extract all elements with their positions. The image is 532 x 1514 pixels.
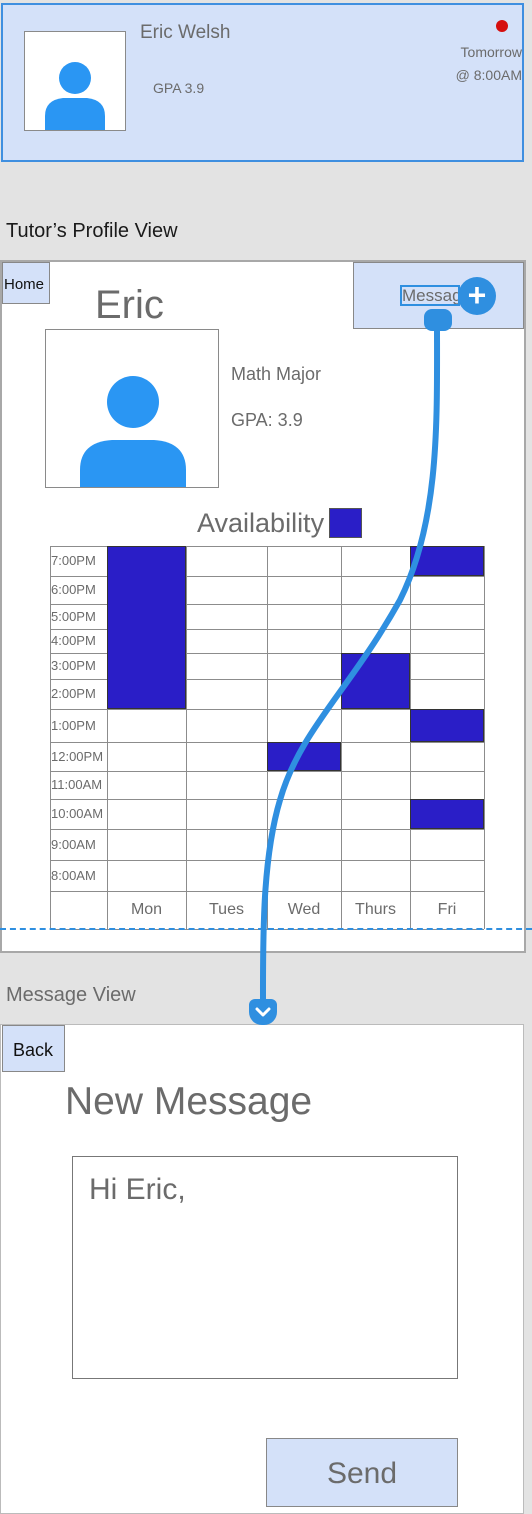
chevron-down-icon <box>249 999 277 1025</box>
tutor-name: Eric <box>95 283 164 327</box>
time-label: 8:00AM <box>51 867 96 883</box>
available-slot[interactable] <box>410 546 484 576</box>
time-label: 1:00PM <box>51 717 96 733</box>
day-label: Tues <box>209 901 244 918</box>
session-time: @ 8:00AM <box>455 67 522 83</box>
home-button[interactable]: Home <box>2 262 50 304</box>
profile-view-title: Tutor’s Profile View <box>6 220 178 242</box>
availability-heading: Availability <box>197 508 325 538</box>
status-dot <box>496 20 508 32</box>
session-day: Tomorrow <box>460 44 522 60</box>
time-label: 2:00PM <box>51 686 96 701</box>
time-label: 9:00AM <box>51 836 96 852</box>
day-label: Fri <box>437 901 457 918</box>
grid-col-line <box>267 546 268 929</box>
new-message-heading: New Message <box>65 1080 313 1123</box>
grid-col-line <box>50 546 51 929</box>
time-label: 11:00AM <box>51 777 103 792</box>
plus-icon[interactable]: + <box>458 277 496 315</box>
message-textarea[interactable] <box>72 1156 458 1379</box>
tutor-gpa: GPA: 3.9 <box>231 410 303 430</box>
time-label: 4:00PM <box>51 633 96 648</box>
avatar-person-icon <box>45 62 105 130</box>
time-label: 7:00PM <box>51 553 96 568</box>
message-button-label[interactable]: Message <box>400 285 460 306</box>
message-view-title: Message View <box>6 984 136 1006</box>
available-slot[interactable] <box>341 653 410 709</box>
grid-col-line <box>107 546 108 929</box>
availability-legend-swatch <box>329 508 362 538</box>
available-slot[interactable] <box>410 799 484 829</box>
available-slot[interactable] <box>410 709 484 742</box>
time-label: 12:00PM <box>51 748 104 764</box>
day-label: Thurs <box>355 901 396 918</box>
profile-avatar <box>45 329 219 488</box>
grid-col-line <box>341 546 342 929</box>
time-label: 6:00PM <box>51 582 96 597</box>
tutor-avatar <box>24 31 126 131</box>
avatar-person-icon <box>80 376 186 487</box>
card-gpa: GPA 3.9 <box>153 80 205 96</box>
fold-divider <box>0 928 532 930</box>
time-label: 3:00PM <box>51 658 96 673</box>
time-label: 10:00AM <box>51 806 104 821</box>
availability-schedule: 7:00PM 6:00PM 5:00PM 4:00PM 3:00PM 2:00PM 1:00… <box>50 546 485 930</box>
back-button[interactable]: Back <box>2 1025 65 1072</box>
send-button[interactable]: Send <box>266 1438 458 1507</box>
day-label: Mon <box>130 901 163 918</box>
card-tutor-name: Eric Welsh <box>140 22 231 43</box>
grid-col-line <box>484 546 485 929</box>
message-text[interactable]: Hi Eric, <box>89 1173 186 1206</box>
day-label: Wed <box>287 901 321 918</box>
time-label: 5:00PM <box>51 608 96 624</box>
available-slot[interactable] <box>267 742 341 771</box>
available-slot[interactable] <box>107 546 186 709</box>
grid-col-line <box>186 546 187 929</box>
tutor-major: Math Major <box>231 364 322 384</box>
